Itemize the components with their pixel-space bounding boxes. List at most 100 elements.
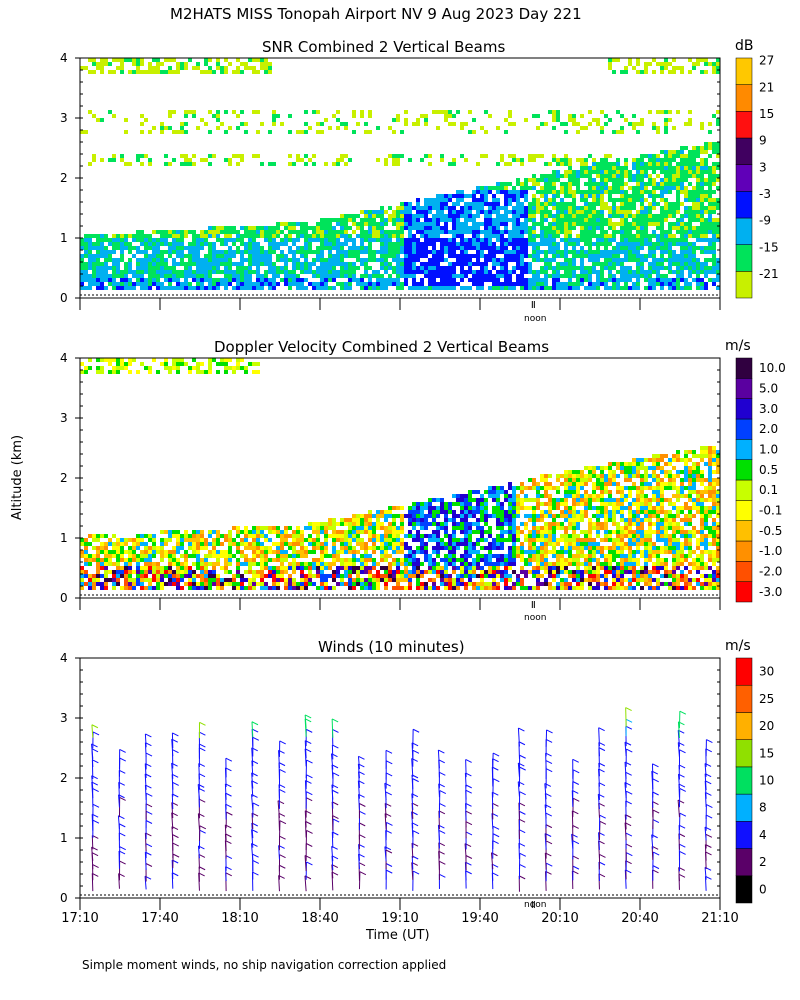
snr-heat-cell <box>296 230 300 234</box>
snr-heat-cell <box>352 246 356 250</box>
dop-heat-cell <box>172 570 176 574</box>
snr-heat-cell <box>704 234 708 238</box>
snr-heat-cell <box>476 186 480 190</box>
dop-heat-cell <box>200 370 204 374</box>
dop-heat-cell <box>312 522 316 526</box>
dop-heat-cell <box>232 526 236 530</box>
snr-heat-cell <box>296 130 300 134</box>
snr-heat-cell <box>420 250 424 254</box>
snr-heat-cell <box>248 266 252 270</box>
snr-heat-cell <box>452 218 456 222</box>
dop-heat-cell <box>292 562 296 566</box>
dop-heat-cell <box>296 566 300 570</box>
snr-heat-cell <box>592 258 596 262</box>
dop-heat-cell <box>388 506 392 510</box>
snr-heat-cell <box>640 198 644 202</box>
snr-heat-cell <box>664 258 668 262</box>
snr-heat-cell <box>472 238 476 242</box>
dop-heat-cell <box>348 542 352 546</box>
snr-heat-cell <box>316 122 320 126</box>
snr-heat-cell <box>648 174 652 178</box>
dop-heat-cell <box>168 562 172 566</box>
dop-heat-cell <box>380 538 384 542</box>
snr-heat-cell <box>572 266 576 270</box>
dop-heat-cell <box>180 546 184 550</box>
snr-heat-cell <box>308 126 312 130</box>
snr-heat-cell <box>492 258 496 262</box>
dop-heat-cell <box>396 586 400 590</box>
snr-heat-cell <box>676 150 680 154</box>
snr-heat-cell <box>668 206 672 210</box>
snr-heat-cell <box>488 114 492 118</box>
dop-heat-cell <box>92 578 96 582</box>
dop-heat-cell <box>452 542 456 546</box>
snr-heat-cell <box>684 190 688 194</box>
dop-heat-cell <box>392 586 396 590</box>
dop-heat-cell <box>412 502 416 506</box>
snr-heat-cell <box>652 230 656 234</box>
dop-heat-cell <box>212 546 216 550</box>
snr-heat-cell <box>636 130 640 134</box>
snr-heat-cell <box>592 270 596 274</box>
snr-heat-cell <box>436 226 440 230</box>
snr-heat-cell <box>396 206 400 210</box>
snr-heat-cell <box>616 258 620 262</box>
dop-heat-cell <box>432 518 436 522</box>
snr-heat-cell <box>436 218 440 222</box>
snr-heat-cell <box>596 162 600 166</box>
snr-heat-cell <box>192 238 196 242</box>
snr-heat-cell <box>240 122 244 126</box>
snr-heat-cell <box>408 242 412 246</box>
dop-heat-cell <box>388 510 392 514</box>
snr-heat-cell <box>80 266 84 270</box>
snr-heat-cell <box>624 274 628 278</box>
snr-heat-cell <box>96 258 100 262</box>
dop-heat-cell <box>428 578 432 582</box>
snr-heat-cell <box>496 258 500 262</box>
dop-heat-cell <box>204 578 208 582</box>
dop-heat-cell <box>208 578 212 582</box>
dop-heat-cell <box>280 550 284 554</box>
dop-heat-cell <box>292 582 296 586</box>
snr-heat-cell <box>588 282 592 286</box>
snr-heat-cell <box>680 270 684 274</box>
snr-heat-cell <box>712 206 716 210</box>
snr-heat-cell <box>460 234 464 238</box>
snr-heat-cell <box>712 70 716 74</box>
dop-heat-cell <box>208 370 212 374</box>
snr-heat-cell <box>112 282 116 286</box>
snr-heat-cell <box>104 286 108 290</box>
snr-heat-cell <box>660 182 664 186</box>
dop-heat-cell <box>452 558 456 562</box>
dop-heat-cell <box>172 530 176 534</box>
snr-heat-cell <box>688 210 692 214</box>
snr-heat-cell <box>700 214 704 218</box>
snr-heat-cell <box>176 70 180 74</box>
snr-heat-cell <box>684 178 688 182</box>
dop-heat-cell <box>424 546 428 550</box>
snr-heat-cell <box>204 58 208 62</box>
snr-heat-cell <box>416 270 420 274</box>
snr-heat-cell <box>260 122 264 126</box>
snr-heat-cell <box>372 214 376 218</box>
snr-heat-cell <box>412 262 416 266</box>
snr-heat-cell <box>712 66 716 70</box>
snr-heat-cell <box>368 218 372 222</box>
snr-heat-cell <box>448 110 452 114</box>
snr-heat-cell <box>596 210 600 214</box>
snr-heat-cell <box>580 258 584 262</box>
snr-heat-cell <box>340 286 344 290</box>
snr-heat-cell <box>708 202 712 206</box>
dop-heat-cell <box>104 574 108 578</box>
snr-heat-cell <box>612 182 616 186</box>
snr-heat-cell <box>700 226 704 230</box>
snr-heat-cell <box>624 230 628 234</box>
dop-heat-cell <box>212 562 216 566</box>
snr-heat-cell <box>580 190 584 194</box>
snr-heat-cell <box>436 238 440 242</box>
snr-heat-cell <box>84 242 88 246</box>
dop-heat-cell <box>188 370 192 374</box>
snr-heat-cell <box>484 186 488 190</box>
snr-heat-cell <box>584 214 588 218</box>
snr-heat-cell <box>552 282 556 286</box>
